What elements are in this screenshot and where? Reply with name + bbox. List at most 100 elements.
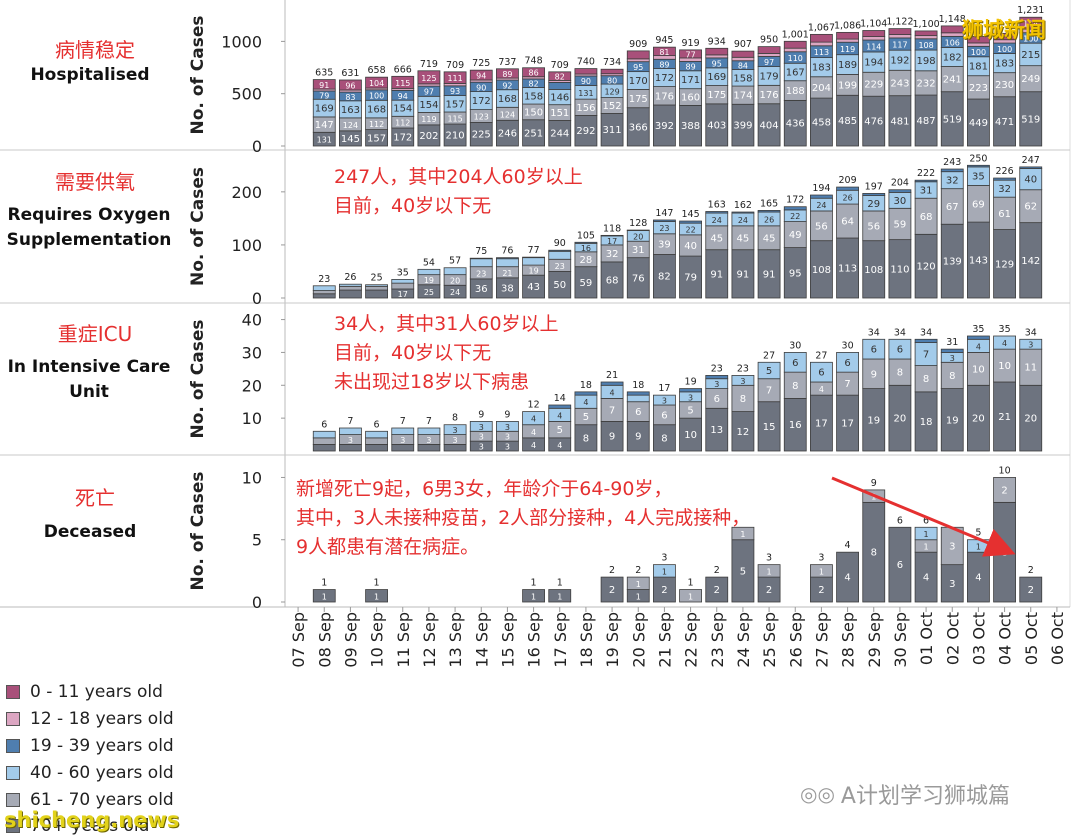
y-tick-label: 40 (242, 311, 262, 330)
segment-label: 17 (398, 290, 408, 299)
segment-label: 117 (892, 41, 907, 50)
bar-segment (731, 50, 755, 58)
segment-label: 114 (866, 42, 881, 51)
x-tick-label: 22 Sep (682, 612, 701, 668)
bar-segment (1019, 16, 1043, 30)
bar-segment (365, 289, 388, 299)
segment-label: 24 (738, 216, 748, 225)
bar-segment (443, 71, 467, 84)
bar-segment (888, 189, 912, 193)
segment-label: 168 (367, 105, 386, 116)
segment-label: 232 (917, 78, 936, 89)
bar-segment (731, 211, 755, 214)
segment-label: 7 (766, 386, 772, 397)
segment-label: 174 (733, 91, 752, 102)
bar-segment (914, 338, 938, 343)
total-label: 23 (318, 274, 330, 285)
segment-label: 142 (1021, 256, 1040, 267)
bar-segment (783, 352, 807, 373)
bar-segment (339, 427, 362, 435)
bar-segment (914, 30, 938, 37)
bar-segment (810, 41, 833, 47)
segment-label: 471 (995, 117, 1014, 128)
segment-label: 95 (633, 63, 643, 72)
total-label: 1,001 (782, 29, 809, 40)
segment-label: 150 (524, 107, 543, 118)
segment-label: 1 (531, 592, 536, 601)
segment-label: 64 (841, 217, 854, 228)
segment-label: 6 (714, 394, 720, 405)
segment-label: 199 (838, 80, 857, 91)
bar-segment (679, 589, 702, 603)
bar-segment (548, 250, 572, 260)
segment-label: 119 (840, 45, 855, 54)
bar-segment (653, 219, 676, 222)
total-label: 740 (577, 57, 595, 68)
y-tick-label: 10 (242, 409, 262, 428)
segment-label: 157 (446, 99, 465, 110)
total-label: 147 (655, 208, 673, 219)
segment-label: 45 (737, 233, 750, 244)
segment-label: 223 (969, 83, 988, 94)
watermark-top-right: 狮城新闻 (962, 18, 1046, 42)
total-label: 163 (708, 199, 726, 210)
bar-segment (810, 33, 833, 43)
segment-label: 160 (681, 93, 700, 104)
segment-label: 403 (707, 120, 726, 131)
segment-label: 1 (374, 592, 379, 601)
bar-segment (836, 352, 859, 373)
total-label: 18 (580, 380, 592, 391)
bar-segment (810, 564, 833, 578)
legend-swatch (6, 712, 20, 726)
segment-label: 6 (635, 407, 641, 418)
label-oxygen-cn: 需要供氧 (55, 170, 135, 194)
bar-segment (705, 47, 729, 56)
total-label: 945 (655, 35, 673, 46)
segment-label: 183 (812, 63, 831, 74)
x-tick-label: 11 Sep (394, 612, 413, 668)
total-label: 34 (1025, 327, 1037, 338)
segment-label: 6 (661, 410, 667, 421)
segment-label: 4 (975, 573, 981, 584)
segment-label: 32 (998, 184, 1011, 195)
annotation-line: 目前，40岁以下无 (334, 195, 492, 217)
x-tick-label: 01 Oct (917, 612, 936, 665)
bar-segment (312, 444, 336, 452)
segment-label: 81 (659, 48, 669, 57)
segment-label: 3 (505, 443, 510, 452)
bar-segment (391, 282, 415, 290)
segment-label: 56 (867, 221, 880, 232)
total-label: 1,148 (939, 14, 966, 25)
segment-label: 192 (890, 56, 909, 67)
segment-label: 392 (655, 121, 674, 132)
total-label: 194 (812, 183, 830, 194)
total-label: 658 (368, 65, 386, 76)
segment-label: 179 (760, 71, 779, 82)
segment-label: 28 (580, 255, 593, 266)
bar-segment (967, 164, 990, 168)
segment-label: 36 (475, 284, 488, 295)
segment-label: 114 (1023, 20, 1038, 29)
x-tick-label: 08 Sep (315, 612, 334, 668)
total-label: 907 (734, 39, 752, 50)
bar-segment (731, 526, 755, 541)
segment-label: 30 (894, 196, 907, 207)
total-label: 1,100 (912, 19, 939, 30)
total-label: 34 (868, 327, 880, 338)
bar-segment (888, 34, 912, 39)
total-label: 1 (531, 578, 537, 589)
legend-swatch (6, 739, 20, 753)
segment-label: 131 (317, 136, 332, 145)
total-label: 77 (528, 245, 540, 256)
segment-label: 24 (712, 216, 722, 225)
legend-swatch (6, 685, 20, 699)
y-axis-title: No. of Cases (188, 472, 208, 591)
segment-label: 215 (1021, 50, 1040, 61)
bar-segment (757, 46, 781, 54)
y-tick-label: 0 (252, 137, 262, 156)
segment-label: 22 (790, 212, 800, 221)
segment-label: 204 (812, 83, 831, 94)
annotation-line: 未出现过18岁以下病患 (334, 371, 530, 393)
segment-label: 45 (710, 233, 723, 244)
bar-segment (600, 576, 624, 603)
